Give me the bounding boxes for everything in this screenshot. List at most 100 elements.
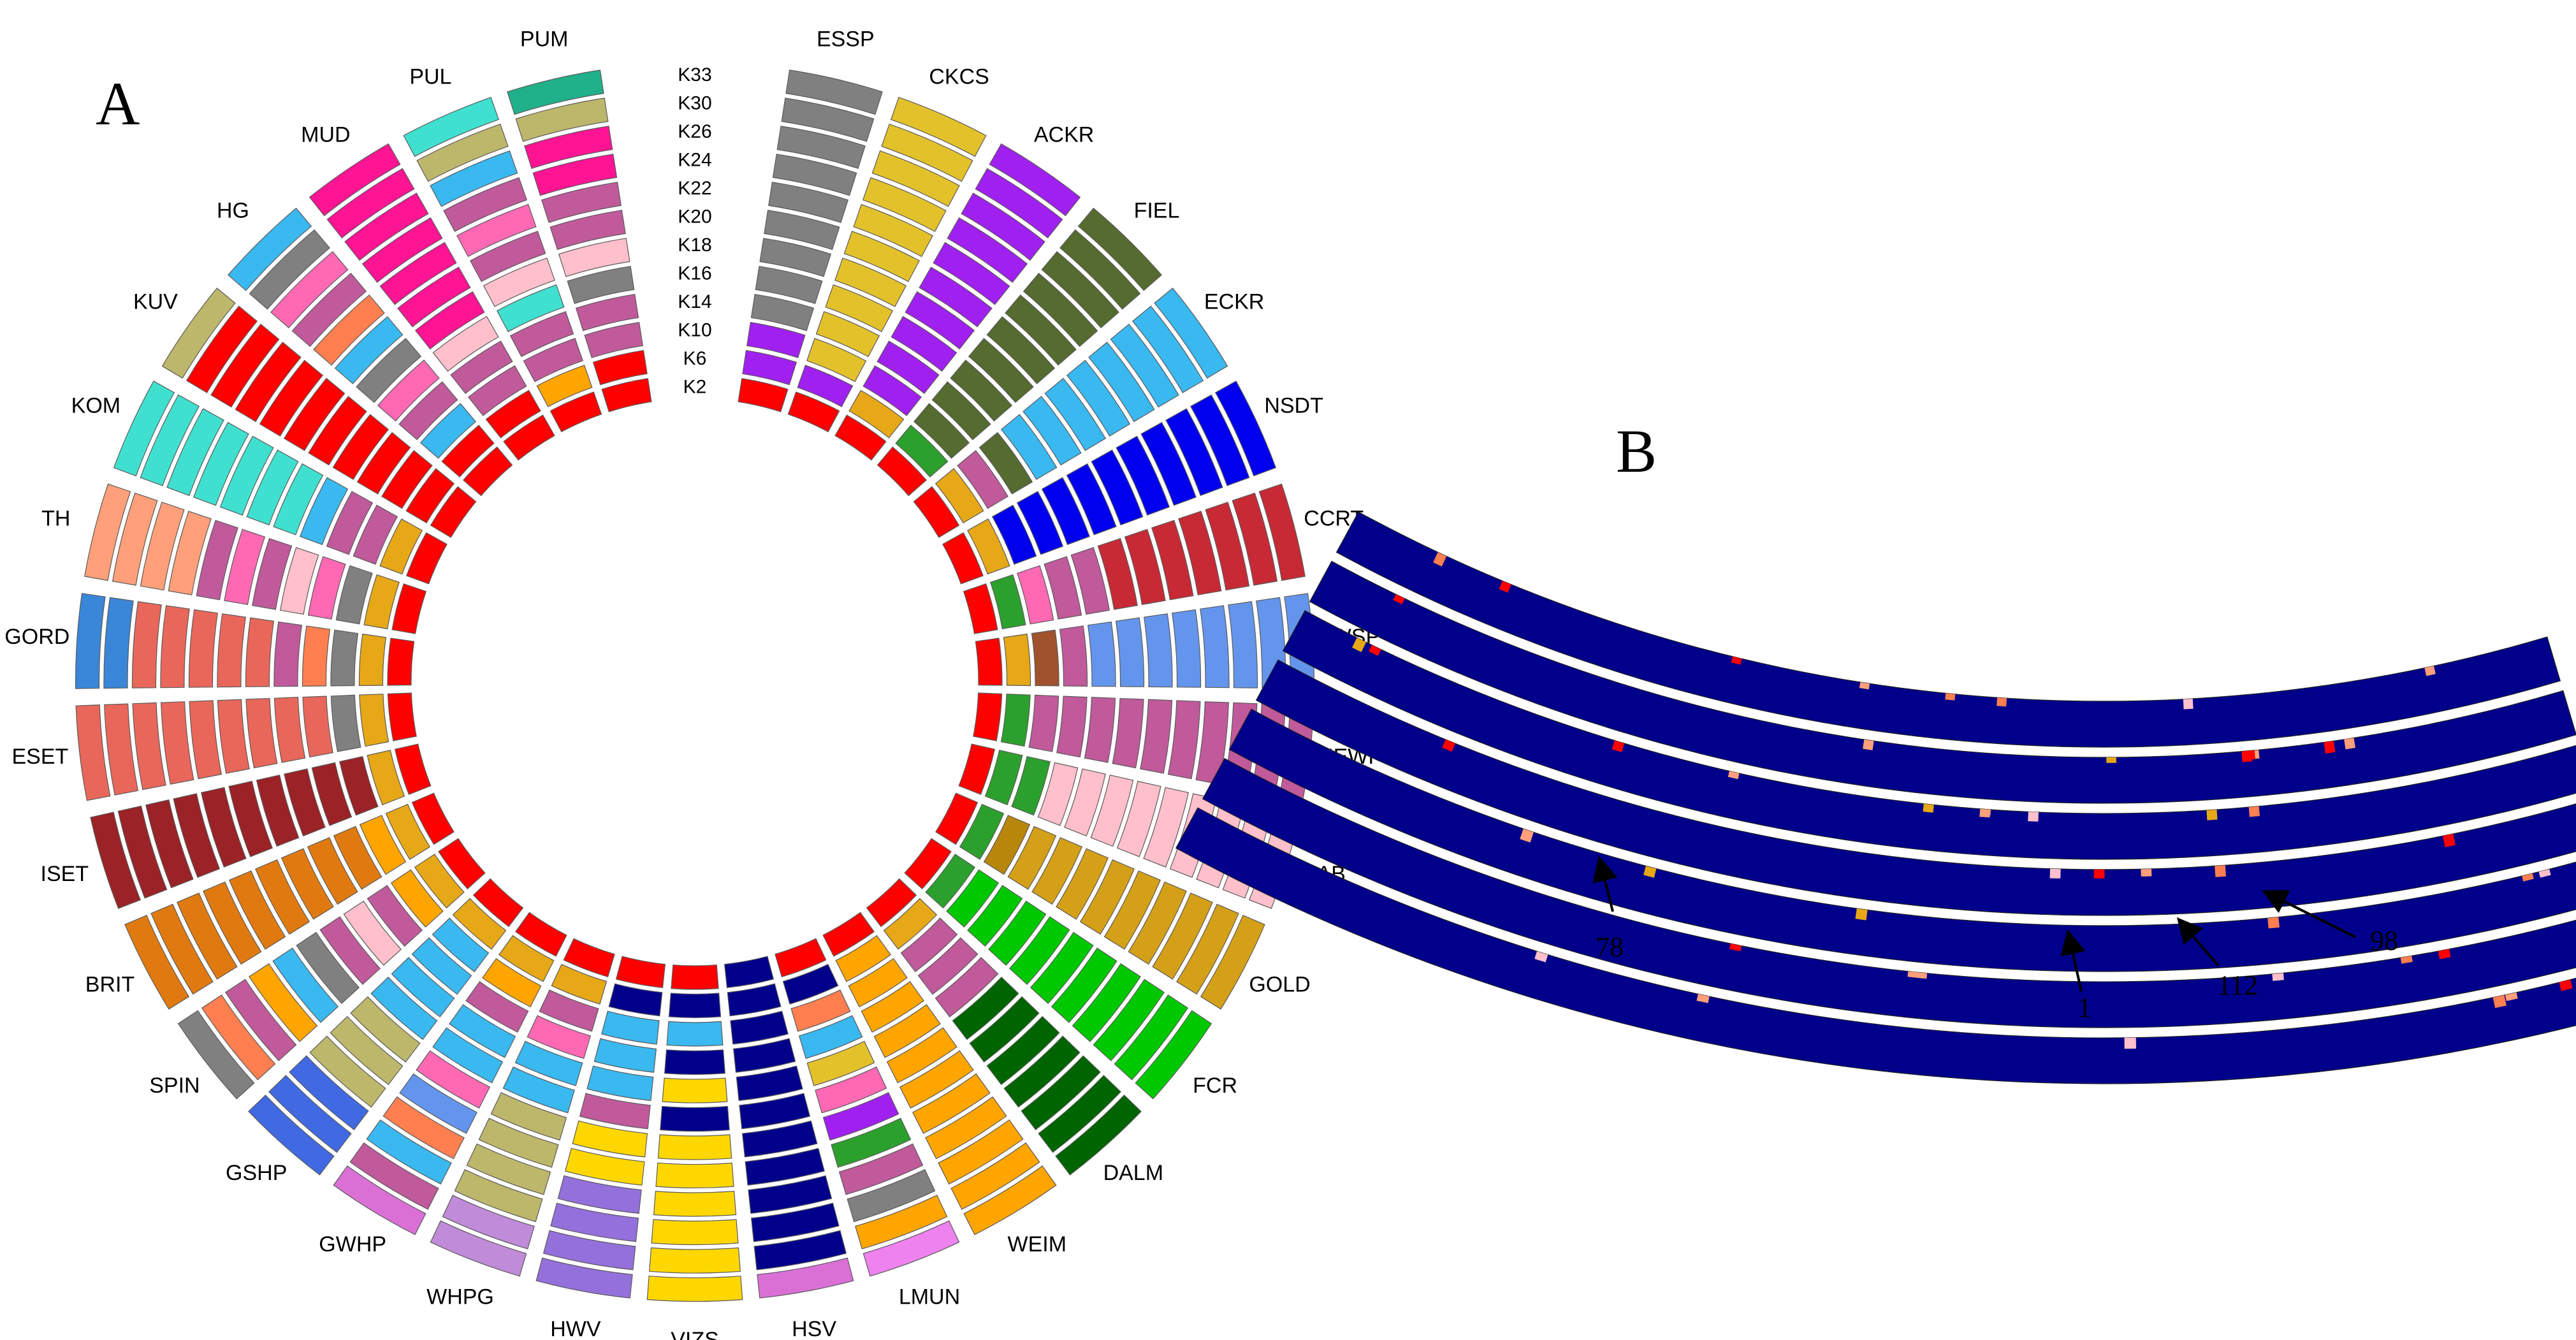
segment-iwsp-k16	[1087, 621, 1116, 687]
segment-vizs-k22	[655, 1162, 734, 1189]
breed-newf-segments	[973, 692, 1314, 801]
segment-gord-k10	[330, 629, 359, 687]
segment-hsv-k20	[741, 1120, 818, 1158]
panel-b-admixture-speck	[2215, 865, 2226, 877]
breed-hwv-segments	[535, 956, 666, 1299]
breed-mud-segments	[309, 143, 555, 461]
segment-ccrt-k2	[963, 583, 998, 634]
k-label-k33: K33	[678, 64, 711, 85]
segment-gold-k2	[935, 792, 979, 845]
segment-spin-k33	[177, 1010, 255, 1100]
segment-ccrt-k18	[1097, 537, 1138, 610]
segment-lmun-k6	[782, 963, 839, 1005]
segment-newf-k18	[1112, 697, 1144, 769]
breed-vizs-segments	[646, 965, 743, 1302]
segment-gord-k20	[217, 613, 246, 688]
breed-eset-segments	[75, 692, 417, 801]
segment-brit-k30	[150, 903, 214, 995]
breed-pul-segments	[403, 96, 602, 433]
segment-eckr-k14	[979, 432, 1033, 495]
segment-nsdt-k10	[991, 504, 1037, 565]
breed-label-nsdt: NSDT	[1264, 393, 1323, 418]
segment-newf-k20	[1140, 699, 1173, 774]
segment-nsdt-k2	[942, 532, 984, 585]
segment-lmun-k26	[847, 1169, 936, 1223]
segment-iwsp-k26	[1228, 601, 1258, 688]
segment-nsdt-k33	[1214, 380, 1277, 477]
segment-mud-k24	[361, 217, 443, 283]
segment-gwhp-k30	[349, 1142, 439, 1210]
panel-b-admixture-speck	[2424, 666, 2436, 676]
segment-gwhp-k26	[366, 1119, 452, 1185]
breed-label-ckcs: CKCS	[929, 65, 989, 89]
segment-fcr-k33	[1135, 1010, 1212, 1100]
segment-gshp-k16	[391, 957, 455, 1017]
segment-eset-k2	[387, 692, 417, 741]
segment-lmun-k10	[790, 989, 851, 1032]
segment-pul-k24	[443, 177, 528, 232]
breed-label-mud: MUD	[301, 122, 350, 147]
segment-dalm-k33	[1055, 1095, 1142, 1176]
panel-b-admixture-speck	[1863, 739, 1874, 750]
segment-lmun-k18	[815, 1066, 887, 1114]
segment-ckcs-k33	[890, 96, 987, 157]
segment-pum-k10	[584, 322, 643, 358]
segment-iset-k20	[228, 780, 273, 857]
panel-b-admixture-speck	[1855, 908, 1868, 921]
panel-b-admixture-speck	[2492, 994, 2507, 1009]
segment-brit-k18	[280, 848, 334, 920]
segment-whpg-k14	[527, 1015, 592, 1060]
segment-dalm-k18	[952, 976, 1019, 1040]
segment-essp-k24	[772, 154, 857, 196]
breed-label-brit: BRIT	[85, 973, 135, 997]
segment-fiel-k20	[986, 316, 1056, 384]
breed-dalm-segments	[866, 878, 1142, 1176]
segment-vizs-k24	[653, 1190, 737, 1217]
segment-pum-k33	[507, 69, 604, 115]
segment-mud-k10	[467, 365, 527, 416]
breed-brit-segments	[124, 792, 455, 1010]
segment-kom-k16	[300, 477, 349, 546]
k-label-k26: K26	[678, 121, 711, 142]
segment-gord-k24	[160, 605, 190, 688]
segment-ackr-k33	[989, 143, 1081, 217]
segment-lmun-k14	[798, 1015, 863, 1060]
breed-nsdt-segments	[942, 380, 1277, 585]
segment-spin-k26	[224, 979, 297, 1061]
segment-nsdt-k22	[1116, 435, 1170, 516]
segment-newf-k14	[1056, 695, 1088, 758]
segment-kom-k18	[273, 463, 324, 535]
segment-weim-k22	[912, 1073, 991, 1134]
segment-gord-k16	[273, 621, 303, 687]
segment-th-k30	[112, 492, 158, 586]
segment-nsdt-k24	[1140, 421, 1197, 506]
breed-label-gwhp: GWHP	[319, 1232, 386, 1256]
segment-gwhp-k16	[449, 1004, 516, 1058]
segment-lmun-k2	[775, 938, 827, 978]
segment-hwv-k20	[572, 1120, 648, 1158]
segment-fcr-k6	[925, 854, 976, 909]
segment-spin-k16	[343, 900, 402, 966]
segment-hsv-k24	[748, 1175, 833, 1214]
segment-lab-k10	[1011, 755, 1051, 816]
segment-iwsp-k24	[1200, 605, 1230, 688]
breed-label-whpg: WHPG	[426, 1285, 494, 1309]
breed-essp-segments	[738, 69, 883, 412]
segment-pum-k6	[592, 350, 648, 386]
segment-eckr-k20	[1044, 377, 1107, 451]
segment-hwv-k2	[615, 956, 666, 988]
segment-eset-k18	[245, 697, 278, 769]
segment-gshp-k2	[472, 878, 524, 928]
breed-label-essp: ESSP	[817, 27, 875, 51]
segment-hwv-k22	[565, 1147, 645, 1186]
panel-b-admixture-speck	[1442, 739, 1455, 752]
segment-hwv-k18	[579, 1093, 651, 1130]
segment-mud-k16	[432, 316, 499, 372]
segment-th-k2	[391, 583, 427, 634]
segment-hwv-k30	[542, 1230, 636, 1271]
segment-lmun-k33	[862, 1220, 960, 1277]
segment-fcr-k24	[1072, 963, 1141, 1042]
segment-ckcs-k30	[881, 123, 973, 182]
panel-b-ring	[1202, 757, 2576, 1028]
segment-kuv-k20	[283, 377, 346, 451]
